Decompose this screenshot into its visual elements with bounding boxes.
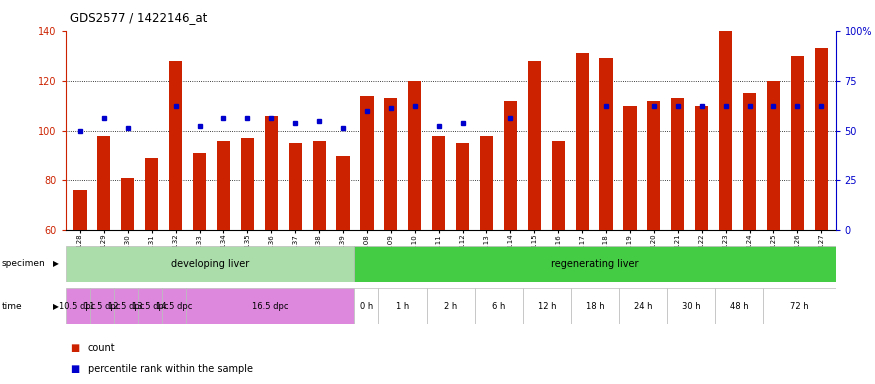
Text: 0 h: 0 h [360, 302, 373, 311]
Bar [620, 288, 668, 324]
Bar [523, 288, 571, 324]
Bar [648, 101, 661, 230]
Bar [719, 31, 732, 230]
Bar [241, 138, 254, 230]
Text: regenerating liver: regenerating liver [551, 259, 639, 269]
Bar [379, 288, 427, 324]
Bar [766, 81, 780, 230]
Text: 2 h: 2 h [444, 302, 458, 311]
Bar [193, 153, 206, 230]
Bar [66, 288, 90, 324]
Bar [528, 61, 541, 230]
Bar [716, 288, 763, 324]
Bar [312, 141, 326, 230]
Bar [743, 93, 756, 230]
Text: 30 h: 30 h [682, 302, 701, 311]
Bar [791, 56, 804, 230]
Bar [66, 246, 354, 282]
Text: 6 h: 6 h [492, 302, 506, 311]
Bar [114, 288, 138, 324]
Bar [623, 106, 636, 230]
Bar [145, 158, 158, 230]
Text: 12 h: 12 h [537, 302, 556, 311]
Bar [576, 53, 589, 230]
Text: percentile rank within the sample: percentile rank within the sample [88, 364, 253, 374]
Bar [354, 246, 836, 282]
Bar [599, 58, 612, 230]
Bar [97, 136, 110, 230]
Bar [504, 101, 517, 230]
Bar [138, 288, 162, 324]
Bar [480, 136, 494, 230]
Bar [763, 288, 836, 324]
Text: ▶: ▶ [52, 260, 59, 268]
Text: ■: ■ [70, 364, 80, 374]
Bar [384, 98, 397, 230]
Text: 16.5 dpc: 16.5 dpc [252, 302, 289, 311]
Bar [90, 288, 114, 324]
Bar [408, 81, 422, 230]
Text: 72 h: 72 h [790, 302, 808, 311]
Text: specimen: specimen [2, 260, 45, 268]
Bar [815, 48, 828, 230]
Text: 1 h: 1 h [396, 302, 410, 311]
Bar [671, 98, 684, 230]
Text: 12.5 dpc: 12.5 dpc [108, 302, 144, 311]
Text: 14.5 dpc: 14.5 dpc [156, 302, 192, 311]
Bar [456, 143, 469, 230]
Bar [354, 288, 379, 324]
Bar [186, 288, 354, 324]
Text: 18 h: 18 h [585, 302, 605, 311]
Bar [475, 288, 523, 324]
Bar [217, 141, 230, 230]
Bar [162, 288, 186, 324]
Bar [122, 178, 135, 230]
Bar [427, 288, 475, 324]
Bar [289, 143, 302, 230]
Bar [360, 96, 374, 230]
Text: 24 h: 24 h [634, 302, 653, 311]
Text: developing liver: developing liver [171, 259, 249, 269]
Bar [337, 156, 350, 230]
Bar [432, 136, 445, 230]
Text: time: time [2, 302, 23, 311]
Bar [551, 141, 564, 230]
Bar [668, 288, 716, 324]
Text: 11.5 dpc: 11.5 dpc [83, 302, 120, 311]
Bar [571, 288, 620, 324]
Bar [74, 190, 87, 230]
Bar [695, 106, 708, 230]
Text: count: count [88, 343, 116, 353]
Text: 48 h: 48 h [730, 302, 749, 311]
Text: ■: ■ [70, 343, 80, 353]
Text: 13.5 dpc: 13.5 dpc [131, 302, 168, 311]
Text: ▶: ▶ [52, 302, 59, 311]
Bar [265, 116, 278, 230]
Text: GDS2577 / 1422146_at: GDS2577 / 1422146_at [70, 12, 207, 25]
Text: 10.5 dpc: 10.5 dpc [60, 302, 96, 311]
Bar [169, 61, 182, 230]
